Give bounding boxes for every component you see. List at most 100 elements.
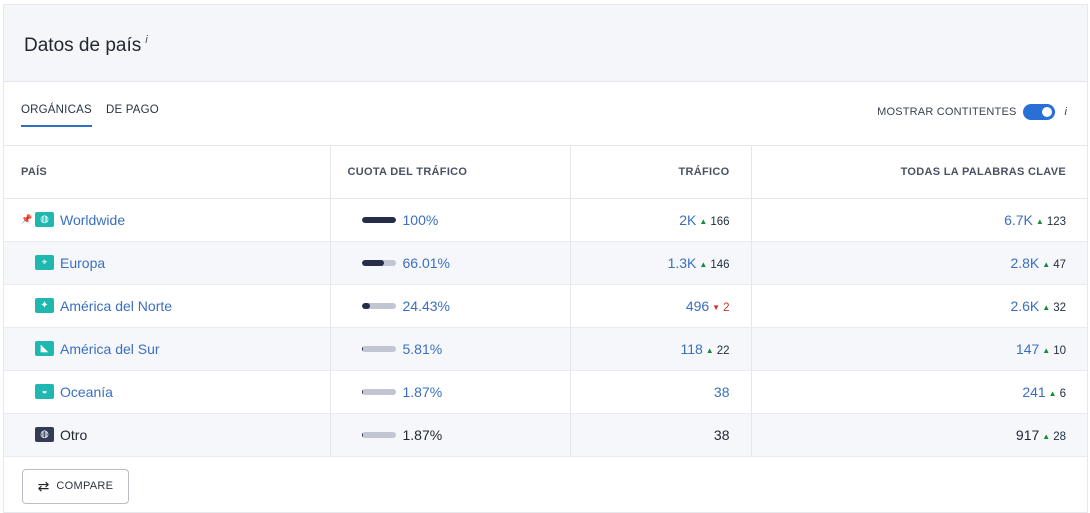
traffic-value[interactable]: 38 [713, 383, 730, 400]
europe-map-icon: ⌖ [35, 255, 54, 270]
keywords-cell: 91728 [750, 413, 1087, 457]
keywords-cell: 14710 [750, 327, 1087, 371]
page-title: Datos de país i [24, 34, 148, 57]
keywords-value[interactable]: 2.8K [1010, 254, 1040, 271]
keywords-cell: 2.6K32 [750, 284, 1087, 328]
keywords-delta: 123 [1036, 216, 1066, 228]
keywords-delta: 28 [1042, 431, 1066, 443]
traffic-value[interactable]: 496 [685, 297, 710, 314]
keywords-delta: 47 [1042, 259, 1066, 271]
keywords-value[interactable]: 2.6K [1010, 297, 1040, 314]
title-text: Datos de país [24, 35, 142, 56]
north-america-map-icon: ✦ [35, 298, 54, 313]
share-bar [361, 388, 396, 395]
country-cell: ◣ América del Sur [4, 327, 330, 371]
share-bar-fill [361, 345, 364, 352]
globe-icon: ◍ [35, 212, 54, 227]
country-name[interactable]: Worldwide [60, 211, 126, 228]
traffic-cell: 1.3K146 [569, 241, 751, 285]
country-data-panel: Datos de país i ORGÁNICAS DE PAGO MOSTRAR… [3, 4, 1088, 513]
traffic-cell: 2K166 [569, 198, 751, 242]
oceania-map-icon: ◒ [35, 384, 54, 399]
traffic-value: 38 [713, 426, 730, 443]
keywords-value[interactable]: 6.7K [1004, 211, 1033, 228]
tabs-row: ORGÁNICAS DE PAGO MOSTRAR CONTITENTES i [4, 82, 1087, 146]
share-value: 24.43% [402, 297, 450, 314]
share-value: 66.01% [402, 254, 450, 271]
traffic-cell: 38 [569, 413, 751, 457]
traffic-cell: 4962 [569, 284, 751, 328]
swap-arrows-icon: ⇄ [37, 477, 50, 494]
column-header-keywords[interactable]: TODAS LA PALABRAS CLAVE [750, 146, 1087, 199]
keywords-delta: 6 [1049, 388, 1066, 400]
country-cell: ⌖ Europa [4, 241, 330, 285]
traffic-delta: 146 [699, 259, 729, 271]
country-cell: ◍ Otro [4, 413, 330, 457]
table-row: ⌖ Europa 66.01% 1.3K146 2.8K47 [4, 241, 1087, 285]
share-value: 5.81% [402, 340, 443, 357]
tab-organicas[interactable]: ORGÁNICAS [21, 104, 92, 127]
panel-header: Datos de país i [4, 5, 1087, 82]
traffic-value[interactable]: 2K [679, 211, 697, 228]
panel-footer: ⇄ COMPARE [4, 457, 1087, 513]
share-bar [361, 431, 396, 438]
share-bar-fill [361, 388, 364, 395]
table-header-row: PAÍS CUOTA DEL TRÁFICO TRÁFICO TODAS LA … [4, 146, 1087, 199]
share-cell: 100% [329, 198, 570, 242]
compare-label: COMPARE [56, 480, 114, 492]
tab-de-pago[interactable]: DE PAGO [106, 104, 159, 116]
keywords-cell: 6.7K123 [750, 198, 1087, 242]
column-header-share[interactable]: CUOTA DEL TRÁFICO [329, 146, 570, 199]
traffic-value[interactable]: 118 [680, 340, 703, 357]
traffic-delta: 2 [712, 302, 729, 314]
share-bar-fill [361, 259, 384, 266]
keywords-cell: 2416 [750, 370, 1087, 414]
keywords-value[interactable]: 241 [1022, 383, 1046, 400]
globe-icon: ◍ [35, 427, 54, 442]
traffic-cell: 38 [569, 370, 751, 414]
share-cell: 1.87% [329, 413, 570, 457]
country-name[interactable]: Oceanía [60, 383, 113, 400]
continents-toggle[interactable] [1022, 104, 1055, 120]
share-value: 100% [402, 211, 439, 228]
traffic-delta: 22 [706, 345, 730, 357]
country-table: PAÍS CUOTA DEL TRÁFICO TRÁFICO TODAS LA … [4, 146, 1087, 457]
share-cell: 1.87% [329, 370, 570, 414]
share-bar [361, 345, 396, 352]
share-bar-fill [361, 216, 396, 223]
country-name[interactable]: Europa [60, 254, 106, 271]
compare-button[interactable]: ⇄ COMPARE [22, 468, 129, 504]
keywords-delta: 10 [1042, 345, 1066, 357]
share-bar [361, 216, 396, 223]
column-header-traffic[interactable]: TRÁFICO [569, 146, 751, 199]
share-cell: 5.81% [329, 327, 570, 371]
traffic-cell: 11822 [569, 327, 751, 371]
column-header-country[interactable]: PAÍS [4, 146, 330, 199]
share-value: 1.87% [402, 383, 443, 400]
country-name[interactable]: América del Sur [60, 340, 160, 357]
table-row: ◍ Otro 1.87% 38 91728 [4, 413, 1087, 457]
share-cell: 66.01% [329, 241, 570, 285]
continents-toggle-label: MOSTRAR CONTITENTES [877, 106, 1017, 118]
south-america-map-icon: ◣ [35, 341, 54, 356]
share-bar [361, 259, 396, 266]
table-row: ◒ Oceanía 1.87% 38 2416 [4, 370, 1087, 414]
share-cell: 24.43% [329, 284, 570, 328]
keywords-value: 917 [1015, 426, 1040, 443]
keywords-value[interactable]: 147 [1015, 340, 1040, 357]
traffic-delta: 166 [699, 216, 729, 228]
country-name[interactable]: América del Norte [60, 297, 173, 314]
share-bar-fill [361, 302, 370, 309]
traffic-value[interactable]: 1.3K [667, 254, 697, 271]
country-name: Otro [60, 426, 88, 443]
pin-icon[interactable]: 📌 [21, 214, 33, 224]
share-bar-fill [361, 431, 364, 438]
info-icon[interactable]: i [1064, 106, 1067, 118]
share-bar [361, 302, 396, 309]
share-value: 1.87% [402, 426, 443, 443]
info-icon[interactable]: i [145, 34, 148, 46]
country-cell: 📌 ◍ Worldwide [4, 198, 330, 242]
